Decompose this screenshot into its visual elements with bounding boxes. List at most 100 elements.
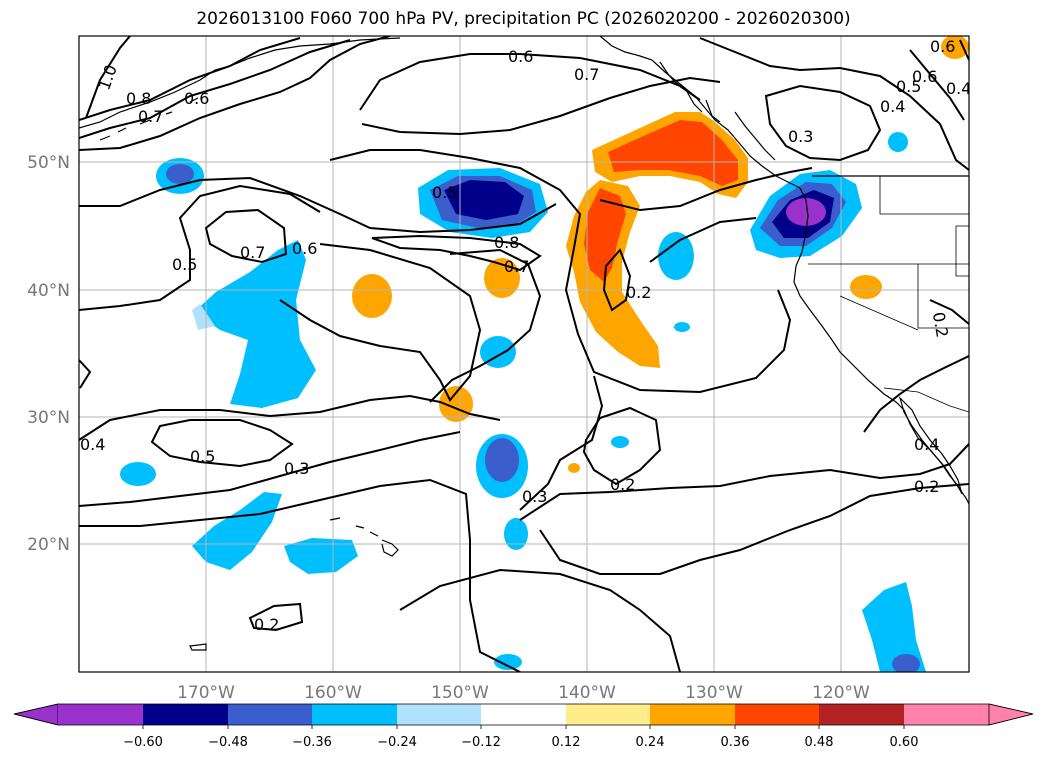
pv-contour-02-east <box>539 483 969 575</box>
contour-label: 0.5 <box>172 255 197 274</box>
coastlines <box>79 36 969 651</box>
pv-contour-10-north <box>85 36 131 119</box>
lon-label: 150°W <box>431 683 489 703</box>
contour-label: 0.6 <box>508 47 533 66</box>
pv-contour-sw-loop <box>79 359 92 389</box>
map-content: 0.6 0.7 1.0 0.8 0.7 0.6 0.5 0.8 0.7 0.6 … <box>79 36 969 672</box>
pv-contour-06-gulf <box>359 53 701 111</box>
pv-contour-04-east <box>863 355 969 433</box>
colorbar-segment <box>735 704 819 725</box>
pv-contour-02-south <box>79 478 521 672</box>
precip-positive-plume-inner <box>584 188 626 282</box>
border-states-4 <box>839 295 919 331</box>
colorbar-extend-low <box>13 703 59 726</box>
contour-label: 0.5 <box>190 447 215 466</box>
contour-label: 0.3 <box>788 127 813 146</box>
contour-label: 0.2 <box>914 477 939 496</box>
precip-negative-southeast-core <box>892 654 920 672</box>
contour-label: 0.5 <box>432 183 457 202</box>
precip-positive-blob-5 <box>941 36 969 59</box>
colorbar-extend-high <box>988 703 1034 726</box>
precip-negative-central-dark <box>444 180 524 220</box>
colorbar-segment <box>904 704 989 725</box>
colorbar-tick-label: 0.24 <box>636 735 665 750</box>
precip-negative-blob-4 <box>504 518 528 550</box>
precip-negative-pnw-core <box>786 198 826 226</box>
precip-negative-west-band <box>194 240 316 408</box>
contour-label: 0.7 <box>574 65 599 84</box>
precip-negative-blob-1 <box>658 232 694 280</box>
pv-contour-05-south <box>150 419 294 468</box>
colorbar-segment <box>397 704 481 725</box>
hawaiian-islands <box>329 517 399 557</box>
precip-negative-hawaii <box>284 538 358 574</box>
contour-label: 0.4 <box>80 435 105 454</box>
lat-label: 40°N <box>27 281 70 301</box>
colorbar-segment <box>228 704 312 725</box>
precip-negative-small-2 <box>674 322 690 332</box>
colorbar-segment <box>566 704 650 725</box>
contour-label: 0.5 <box>896 77 921 96</box>
pv-contour-03-center-south <box>519 375 604 511</box>
colorbar-outline <box>13 703 1034 726</box>
map-frame <box>78 35 970 673</box>
contour-label: 0.4 <box>914 435 939 454</box>
contour-label: 0.8 <box>494 233 519 252</box>
pv-contour-07-gulf <box>361 76 721 136</box>
precip-negative-dateline-core <box>166 164 194 184</box>
pv-contour-02-center-loop <box>582 406 662 486</box>
contour-label: 0.6 <box>292 239 317 258</box>
contour-label: 0.6 <box>930 37 955 56</box>
colorbar-tick-label: 0.12 <box>552 735 581 750</box>
pv-contour-ne-7 <box>929 299 969 325</box>
contour-label: 0.2 <box>626 283 651 302</box>
pv-contour-04-southwest <box>79 394 501 441</box>
pv-contour-06-north <box>79 37 301 121</box>
border-us-mexico <box>883 387 969 413</box>
pv-contour-06-west <box>279 243 482 402</box>
border-states-1 <box>879 176 969 215</box>
border-states-3 <box>917 264 969 329</box>
contour-label: 0.2 <box>929 311 952 339</box>
pv-contour-07-center <box>429 248 542 403</box>
colorbar-tick-label: 0.48 <box>805 735 834 750</box>
lat-axis-labels: 50°N 40°N 30°N 20°N <box>27 153 70 555</box>
border-states-5 <box>955 225 969 277</box>
colorbar-segment <box>143 704 228 725</box>
colorbar-segment <box>650 704 735 725</box>
contour-label: 0.2 <box>254 615 279 634</box>
colorbar-tick-labels: −0.60 −0.48 −0.36 −0.24 −0.12 0.12 0.24 … <box>123 735 918 750</box>
precip-positive-gulf-inner <box>608 120 738 186</box>
colorbar-segment <box>819 704 904 725</box>
colorbar-tick-label: −0.12 <box>461 735 501 750</box>
map-background <box>79 36 969 672</box>
pv-contour-ne-4 <box>959 39 969 61</box>
pv-contour-southern-loop <box>399 568 681 672</box>
lon-axis-labels: 170°W 160°W 150°W 140°W 130°W 120°W <box>177 683 870 703</box>
pv-contours <box>79 36 969 672</box>
pv-contour-south-of-gulf <box>79 176 557 234</box>
contour-label: 0.3 <box>284 459 309 478</box>
contour-label: 0.6 <box>912 67 937 86</box>
aleutian-islands <box>99 97 199 141</box>
pv-contour-inner-loop <box>204 208 288 264</box>
colorbar-tick-label: −0.36 <box>292 735 332 750</box>
colorbar-tick-label: −0.48 <box>208 735 248 750</box>
contour-label: 0.7 <box>240 243 265 262</box>
pacific-island-small <box>189 643 207 651</box>
pv-contour-inner-center <box>602 248 632 312</box>
lon-label: 130°W <box>685 683 743 703</box>
lon-label: 170°W <box>177 683 235 703</box>
coastline-baja <box>898 395 963 495</box>
contour-label: 0.6 <box>184 89 209 108</box>
precip-negative-small-4 <box>888 132 908 152</box>
precip-negative-west-light <box>192 304 215 330</box>
pv-contour-03-south <box>79 431 461 507</box>
contour-label: 0.2 <box>610 475 635 494</box>
contour-label: 0.3 <box>522 487 547 506</box>
lon-label: 120°W <box>812 683 870 703</box>
map-title: 2026013100 F060 700 hPa PV, precipitatio… <box>196 9 851 29</box>
colorbar-segment <box>481 704 566 725</box>
colorbar: −0.60 −0.48 −0.36 −0.24 −0.12 0.12 0.24 … <box>13 703 1034 750</box>
